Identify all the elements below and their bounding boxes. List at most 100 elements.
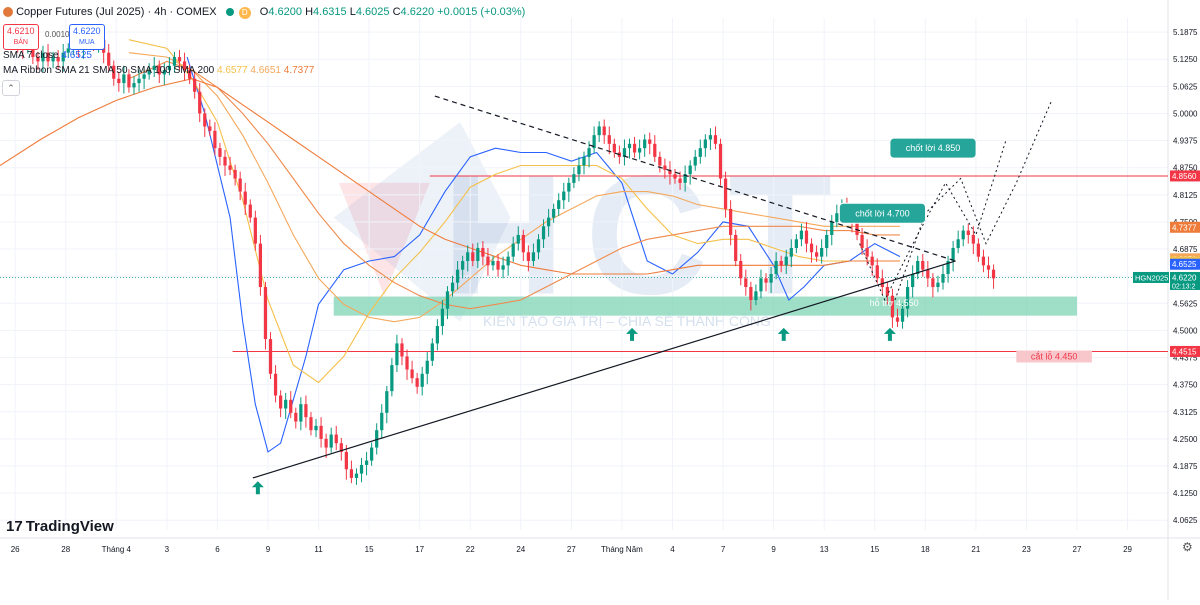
candle-body	[668, 169, 672, 175]
candle	[541, 219, 546, 248]
candle	[880, 269, 884, 294]
candle	[385, 385, 389, 424]
candle-body	[182, 61, 187, 71]
candle	[273, 365, 278, 403]
candle-body	[885, 287, 889, 296]
candle-body	[375, 430, 379, 448]
candle-body	[142, 74, 146, 79]
x-tick-label: 6	[215, 545, 220, 554]
candle-body	[461, 260, 465, 270]
data-delay-badge: D	[238, 7, 251, 19]
candle	[607, 126, 611, 155]
y-tick-label: 4.4375	[1173, 354, 1198, 363]
y-tick-label: 4.5625	[1173, 299, 1198, 308]
y-tick-label: 5.0625	[1173, 82, 1198, 91]
candle	[198, 83, 202, 123]
candle-body	[966, 230, 970, 235]
candle	[921, 254, 925, 277]
x-tick-label: 24	[516, 545, 525, 554]
copper-symbol-icon	[3, 7, 13, 18]
candle-body	[632, 143, 637, 153]
candle-body	[809, 243, 814, 253]
candle-body	[172, 57, 177, 66]
candle-body	[471, 252, 475, 261]
candle	[359, 457, 364, 483]
candle-body	[825, 234, 829, 248]
stop-loss-4450-label: cắt lỗ 4.450	[1031, 351, 1078, 361]
candle-body	[339, 443, 343, 452]
spread-value: 0.0010	[45, 30, 70, 39]
candle-body	[764, 278, 768, 283]
candle	[916, 255, 920, 280]
candle-body	[693, 156, 697, 166]
candle	[804, 221, 809, 253]
take-profit-4850-box	[889, 137, 977, 159]
candle	[820, 239, 824, 264]
y-tick-label: 4.0625	[1173, 516, 1198, 525]
candle-body	[860, 234, 864, 248]
candle	[739, 254, 743, 286]
ticker-badge	[1133, 271, 1169, 283]
candle	[658, 151, 662, 173]
ribbon-value-2: 4.6651	[250, 65, 281, 76]
candle-body	[562, 191, 566, 201]
price-badge	[1170, 345, 1200, 357]
candle-body	[56, 57, 60, 62]
candle	[344, 444, 348, 480]
candle	[759, 269, 763, 299]
take-profit-4700-label: chốt lời 4.700	[855, 208, 909, 218]
y-tick-label: 4.8750	[1173, 164, 1198, 173]
candle-body	[541, 226, 546, 240]
candle-body	[577, 165, 581, 175]
candle-body	[754, 291, 758, 301]
candle	[177, 50, 182, 71]
candle-body	[157, 65, 161, 75]
candle-body	[112, 65, 116, 79]
candle	[511, 236, 515, 262]
candle-body	[213, 130, 217, 149]
x-tick-label: 9	[771, 545, 776, 554]
candle	[951, 241, 955, 272]
candle-body	[592, 135, 596, 149]
candle	[597, 121, 601, 143]
y-tick-label: 4.5000	[1173, 326, 1198, 335]
sma7-label[interactable]: SMA 7 close	[3, 50, 59, 61]
candle-body	[137, 78, 141, 84]
candle	[228, 156, 232, 176]
y-tick-label: 5.1250	[1173, 55, 1198, 64]
candle	[698, 139, 702, 164]
candle	[410, 360, 414, 384]
x-tick-label: 29	[1123, 545, 1132, 554]
candle	[400, 338, 404, 366]
candle	[471, 243, 475, 267]
candle-body	[946, 260, 950, 274]
candle-body	[203, 113, 207, 127]
tradingview-logo: 17 TradingView	[6, 518, 114, 535]
candle-body	[238, 178, 242, 192]
collapse-indicators-button[interactable]: ⌃	[2, 80, 20, 96]
sma-line-2	[128, 39, 900, 384]
candle	[946, 255, 950, 283]
candle-body	[627, 143, 632, 149]
gear-icon[interactable]: ⚙	[1182, 540, 1193, 554]
candle-body	[349, 469, 354, 478]
x-tick-label: 18	[921, 545, 930, 554]
take-profit-4850-label: chốt lời 4.850	[906, 143, 960, 153]
candle	[243, 182, 247, 215]
chart-title[interactable]: Copper Futures (Jul 2025) · 4h · COMEX	[16, 6, 217, 18]
sell-button[interactable]: 4.6210 BÁN	[3, 24, 39, 50]
candle-body	[582, 156, 586, 166]
candle	[991, 264, 996, 289]
candle-body	[804, 230, 809, 244]
ticker-badge-label: HGN2025	[1135, 273, 1168, 282]
x-tick-label: 23	[1022, 545, 1031, 554]
ribbon-label[interactable]: MA Ribbon SMA 21 SMA 50 SMA 100 SMA 200	[3, 65, 215, 76]
candle	[734, 229, 738, 267]
buy-button[interactable]: 4.6220 MUA	[69, 24, 105, 50]
candle	[309, 411, 313, 436]
candle-body	[830, 221, 834, 235]
lower-trendline	[252, 260, 956, 479]
candle-body	[132, 83, 136, 88]
